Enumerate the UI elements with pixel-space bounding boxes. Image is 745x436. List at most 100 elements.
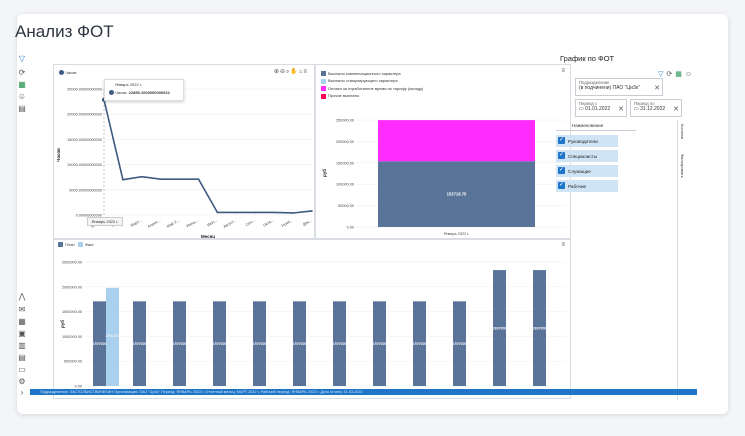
- filter-icon[interactable]: ▽: [18, 54, 26, 63]
- clear-icon[interactable]: ✕: [618, 106, 624, 113]
- stacked-menu-icon[interactable]: ≡: [561, 68, 565, 74]
- calendar-icon[interactable]: ▥: [18, 341, 26, 350]
- x-tick-label: Июл...: [207, 218, 218, 227]
- period-from-field[interactable]: Период с ▭ 01.01.2022 ✕: [575, 99, 627, 117]
- plan-bar: [493, 270, 506, 386]
- user-icon[interactable]: ☺: [17, 92, 27, 101]
- checkbox-checked-icon[interactable]: ✓: [558, 182, 565, 189]
- fact-bar: [106, 287, 119, 386]
- y-tick-label: 10000.00000000000: [67, 163, 102, 167]
- home-icon[interactable]: ⌂: [298, 69, 304, 75]
- table-icon[interactable]: ▦: [18, 317, 26, 326]
- stacked-legend-item[interactable]: Выплаты стимулирующего характера: [321, 78, 431, 84]
- y-tick-label: 2500000.00: [62, 261, 82, 265]
- chevron-icon[interactable]: ›: [20, 388, 24, 397]
- left-toolbar: ▽ ⟳ ▦ ☺ ▤ ⋀ ✉ ▦ ▣ ▥ ▤ ▭ ⚙ ›: [14, 52, 30, 397]
- stacked-legend: Выплаты компенсационного характера Выплат…: [321, 71, 431, 101]
- y-tick-label: 20000.00000000000: [67, 113, 102, 117]
- zoom-in-icon[interactable]: ⊕: [273, 69, 280, 75]
- list-item[interactable]: ✓ Служащие: [556, 165, 618, 177]
- stacked-legend-item[interactable]: Оплата за отработанное время по тарифу (…: [321, 86, 431, 92]
- x-tick-label: Май 2...: [166, 218, 180, 228]
- right-panel-toolbar: ▽⟳▦☺: [658, 70, 695, 78]
- y-tick-label: 1500000.00: [62, 310, 82, 314]
- y-tick-label: 150000.00: [336, 161, 354, 165]
- export-icon[interactable]: ▤: [18, 104, 26, 113]
- checkbox-checked-icon[interactable]: ✓: [558, 167, 565, 174]
- bar-menu-icon[interactable]: ≡: [561, 242, 565, 248]
- tooltip-value: 22855.1000000000022: [128, 90, 170, 95]
- tooltip-series: Часов: [115, 90, 127, 95]
- plan-bar: [453, 301, 466, 386]
- tooltip-title: Январь 2022 г.: [115, 82, 142, 87]
- line-chart-panel: Часов ⊕⊖⌕✋⌂≡ 0.00000000000 5000.000000000…: [53, 64, 315, 239]
- data-point: [235, 211, 238, 214]
- calendar-icon[interactable]: ▭: [579, 106, 584, 112]
- excel-icon[interactable]: ▦: [675, 71, 685, 78]
- tab-columns[interactable]: Колонки: [680, 124, 685, 140]
- layout-icon[interactable]: ▣: [18, 329, 26, 338]
- plan-data-label: 1707000: [372, 342, 387, 346]
- settings-icon[interactable]: ⚙: [18, 377, 26, 386]
- line-legend[interactable]: Часов: [59, 70, 76, 76]
- zoom-out-icon[interactable]: ⊖: [279, 69, 286, 75]
- calendar-icon[interactable]: ▭: [634, 106, 639, 112]
- legend-plan[interactable]: План: [58, 242, 75, 248]
- checkbox-checked-icon[interactable]: ✓: [558, 137, 565, 144]
- checkbox-checked-icon[interactable]: ✓: [558, 152, 565, 159]
- stacked-legend-item[interactable]: Выплаты компенсационного характера: [321, 71, 431, 77]
- stacked-chart-panel: ≡ Выплаты компенсационного характера Выпл…: [315, 64, 571, 239]
- grid-icon[interactable]: ▤: [18, 353, 26, 362]
- y-tick-label: 0.00: [75, 385, 82, 389]
- tab-filters[interactable]: Фильтровать: [680, 154, 685, 178]
- data-point: [197, 178, 200, 181]
- list-item[interactable]: ✓ Специалисты: [556, 150, 618, 162]
- plan-data-label: 1707000: [452, 342, 467, 346]
- x-axis-title: Месяц: [201, 234, 215, 239]
- stacked-bar-segment: [378, 120, 535, 162]
- filter-icon[interactable]: ▽: [658, 71, 667, 78]
- stacked-chart: 0.00 50000.00 100000.00 150000.00 200000.00 2…: [321, 119, 566, 236]
- mail-icon[interactable]: ✉: [18, 305, 26, 314]
- comment-icon[interactable]: ▭: [18, 365, 26, 374]
- refresh-icon[interactable]: ⟳: [666, 71, 676, 78]
- clear-icon[interactable]: ✕: [673, 106, 679, 113]
- search-icon[interactable]: ⌕: [286, 69, 291, 75]
- plan-data-label: 1707000: [332, 342, 347, 346]
- hierarchy-icon[interactable]: ⋀: [18, 292, 26, 301]
- plan-bar: [213, 301, 226, 386]
- legend-fact[interactable]: Факт: [78, 242, 94, 248]
- data-point: [159, 178, 162, 181]
- list-header[interactable]: Наименование: [556, 120, 636, 131]
- refresh-icon[interactable]: ⟳: [18, 68, 26, 77]
- y-tick-label: 500000.00: [64, 360, 82, 364]
- right-panel-title: График по ФОТ: [560, 54, 615, 63]
- data-point: [216, 211, 219, 214]
- list-item[interactable]: ✓ Рабочие: [556, 180, 618, 192]
- plan-data-label: 2337000: [492, 327, 507, 331]
- data-point: [292, 212, 294, 214]
- x-tick-label: Апрел...: [147, 218, 161, 229]
- pan-icon[interactable]: ✋: [290, 69, 299, 75]
- list-item[interactable]: ✓ Руководители: [556, 135, 618, 147]
- cursor-label: Январь 2022 г.: [87, 217, 123, 226]
- y-tick-label: 5000.00000000000: [69, 188, 102, 192]
- data-label: 153718.75: [447, 192, 467, 197]
- clear-icon[interactable]: ✕: [654, 85, 660, 92]
- y-tick-label: 15000.00000000000: [67, 138, 102, 142]
- data-point: [178, 178, 181, 181]
- period-to-field[interactable]: Период по ▭ 31.12.2022 ✕: [630, 99, 682, 117]
- user-icon[interactable]: ☺: [684, 71, 696, 78]
- menu-icon[interactable]: ≡: [303, 69, 308, 75]
- y-tick-label: 2000000.00: [62, 285, 82, 289]
- x-tick-label: Март...: [130, 218, 142, 227]
- plan-bar: [173, 301, 186, 386]
- stacked-bar-segment: [378, 161, 535, 227]
- subdivision-field[interactable]: Подразделение (в подчинени) ПАО "ЦиЗк" ✕: [575, 78, 663, 96]
- excel-icon[interactable]: ▦: [18, 80, 26, 89]
- plan-data-label: 1707000: [92, 342, 107, 346]
- x-tick-label: Дек...: [302, 218, 312, 226]
- plan-data-label: 1707000: [252, 342, 267, 346]
- stacked-legend-item[interactable]: Прочие выплаты: [321, 93, 431, 99]
- chart-toolbar: ⊕⊖⌕✋⌂≡: [274, 68, 308, 76]
